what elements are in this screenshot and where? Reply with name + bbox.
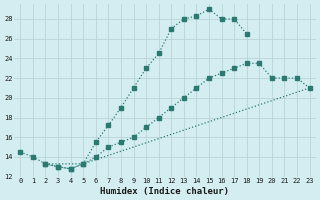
X-axis label: Humidex (Indice chaleur): Humidex (Indice chaleur) <box>100 187 229 196</box>
